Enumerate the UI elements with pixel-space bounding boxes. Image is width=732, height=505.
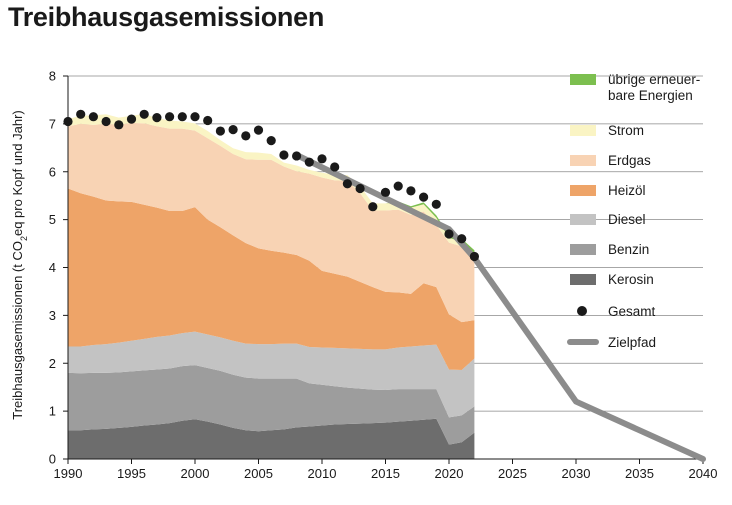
area-series-4 [68, 122, 475, 323]
x-tick-label-1995: 1995 [117, 466, 146, 481]
gesamt-point-2011 [330, 162, 340, 172]
y-tick-label-8: 8 [49, 69, 56, 84]
x-tick-label-2035: 2035 [625, 466, 654, 481]
y-tick-label-3: 3 [49, 308, 56, 323]
legend-item-8-label: Zielpfad [608, 335, 656, 350]
legend-item-2-swatch [570, 155, 596, 166]
area-series-3 [68, 188, 475, 370]
area-series-1 [68, 365, 475, 445]
y-tick-label-2: 2 [49, 356, 56, 371]
gesamt-point-1995 [126, 114, 137, 124]
legend-item-1-swatch [570, 125, 596, 136]
area-series-2 [68, 331, 475, 418]
legend-item-6-swatch [570, 274, 596, 285]
gesamt-point-1994 [114, 120, 124, 130]
x-tick-label-2000: 2000 [181, 466, 210, 481]
gesamt-point-2018 [419, 192, 429, 202]
y-axis-label-part-1: Treibhausgasemissionen (t CO [10, 241, 25, 420]
x-tick-label-1990: 1990 [54, 466, 83, 481]
x-tick-label-2040: 2040 [689, 466, 718, 481]
gesamt-point-2009 [304, 157, 314, 167]
gesamt-point-1992 [88, 112, 98, 122]
legend-item-0-label: übrige erneuer-bare Energien [608, 72, 700, 103]
gesamt-point-2007 [279, 150, 289, 160]
y-tick-label-7: 7 [49, 116, 56, 131]
y-axis-label: Treibhausgasemissionen (t CO2eq pro Kopf… [10, 110, 29, 419]
legend-item-4-label: Diesel [608, 212, 646, 227]
gesamt-point-2014 [368, 202, 378, 212]
gesamt-point-1991 [76, 109, 86, 119]
gesamt-point-2000 [190, 112, 200, 122]
gesamt-point-2008 [292, 151, 302, 161]
legend-item-5-label: Benzin [608, 242, 649, 257]
legend-item-7-label: Gesamt [608, 304, 656, 319]
y-tick-label-4: 4 [49, 260, 56, 275]
legend-item-4-swatch [570, 214, 596, 225]
gesamt-point-1999 [177, 112, 187, 122]
legend-item-2-label: Erdgas [608, 153, 651, 168]
legend-item-0-swatch [570, 74, 596, 85]
gesamt-point-1998 [165, 112, 175, 122]
y-tick-label-6: 6 [49, 164, 56, 179]
gesamt-point-2002 [215, 126, 225, 136]
x-tick-label-2025: 2025 [498, 466, 527, 481]
gesamt-point-2013 [355, 183, 365, 194]
gesamt-point-2004 [241, 131, 251, 141]
gesamt-point-2017 [406, 186, 416, 196]
gesamt-point-2019 [431, 199, 441, 209]
y-tick-label-0: 0 [49, 452, 56, 467]
y-axis-label-part-2: eq pro Kopf und Jahr) [10, 110, 25, 236]
gesamt-point-2021 [457, 234, 467, 244]
legend-item-7-marker [577, 306, 587, 316]
gesamt-point-2012 [342, 179, 352, 189]
x-tick-label-2015: 2015 [371, 466, 400, 481]
gesamt-point-2003 [228, 125, 238, 135]
x-tick-label-2030: 2030 [562, 466, 591, 481]
y-axis-label-subscript: 2 [19, 236, 29, 241]
gesamt-point-1997 [152, 113, 162, 123]
gesamt-point-2001 [203, 115, 213, 126]
y-tick-label-1: 1 [49, 404, 56, 419]
gesamt-point-2015 [380, 187, 391, 197]
legend-item-6-label: Kerosin [608, 272, 654, 287]
chart-title: Treibhausgasemissionen [8, 2, 325, 32]
legend-item-5-swatch [570, 244, 596, 255]
x-tick-label-2020: 2020 [435, 466, 464, 481]
gesamt-point-2022 [469, 251, 479, 262]
gesamt-point-1993 [101, 116, 111, 127]
gesamt-point-2020 [444, 229, 454, 239]
gesamt-point-2016 [393, 181, 403, 191]
gesamt-point-2005 [253, 125, 264, 135]
gesamt-point-1996 [139, 109, 149, 119]
y-tick-label-5: 5 [49, 212, 56, 227]
x-tick-label-2010: 2010 [308, 466, 337, 481]
legend-item-3-swatch [570, 185, 596, 196]
gesamt-point-2010 [317, 154, 327, 164]
legend-item-1-label: Strom [608, 123, 644, 138]
gesamt-point-1990 [63, 116, 73, 127]
legend-item-3-label: Heizöl [608, 183, 646, 198]
area-series-0 [68, 418, 475, 459]
x-tick-label-2005: 2005 [244, 466, 273, 481]
gesamt-point-2006 [266, 136, 276, 146]
